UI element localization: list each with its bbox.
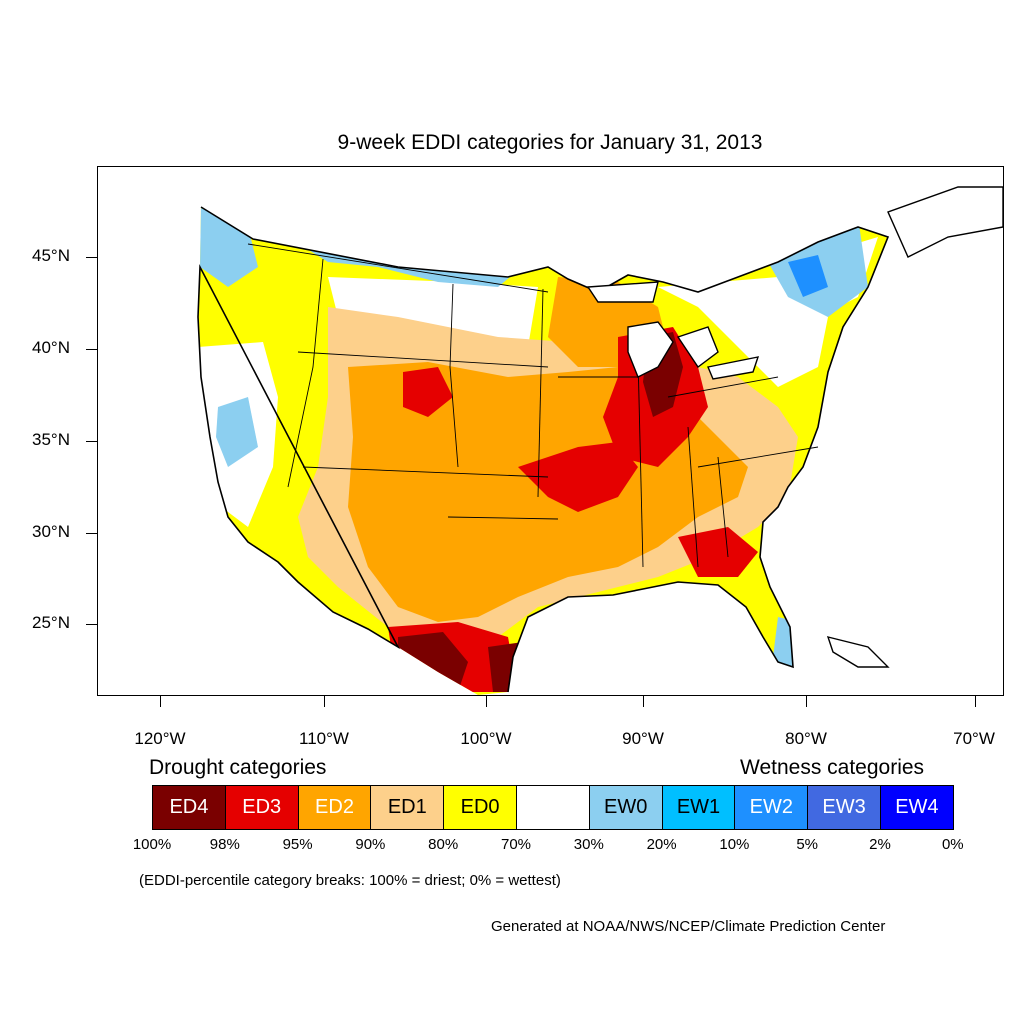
legend-percent-label: 5% — [796, 836, 819, 853]
wetness-categories-heading: Wetness categories — [740, 756, 925, 779]
y-axis-label: 40°N — [32, 338, 70, 357]
x-tick — [643, 696, 644, 707]
lake-michigan — [627, 321, 674, 378]
legend-box-ew2: EW2 — [734, 785, 809, 830]
state-boundaries — [247, 243, 819, 568]
x-tick — [975, 696, 976, 707]
legend-box-ed0: ED0 — [443, 785, 517, 830]
x-axis-label: 70°W — [953, 729, 995, 748]
y-axis-label: 25°N — [32, 613, 70, 632]
x-tick — [806, 696, 807, 707]
legend-box-ed2: ED2 — [297, 785, 372, 830]
legend-percent-label: 98% — [209, 836, 240, 853]
legend-box-normal — [516, 785, 590, 830]
legend-percent-label: 100% — [132, 836, 172, 853]
y-axis-label: 30°N — [32, 522, 70, 541]
lake-superior — [586, 281, 659, 303]
y-tick — [86, 349, 97, 350]
x-axis-label: 120°W — [134, 729, 186, 748]
lake-erie — [707, 356, 760, 380]
legend-percent-label: 10% — [719, 836, 750, 853]
legend-percent-label: 90% — [355, 836, 386, 853]
legend-percent-label: 95% — [282, 836, 313, 853]
map-title: 9-week EDDI categories for January 31, 2… — [337, 131, 763, 154]
x-tick — [160, 696, 161, 707]
y-tick — [86, 624, 97, 625]
legend-percent-label: 20% — [646, 836, 677, 853]
legend-box-ed1: ED1 — [370, 785, 445, 830]
x-axis-label: 100°W — [460, 729, 512, 748]
legend-box-ew1: EW1 — [661, 785, 736, 830]
map-frame — [97, 166, 1004, 696]
y-tick — [86, 533, 97, 534]
x-axis-label: 90°W — [622, 729, 664, 748]
category-breaks-note: (EDDI-percentile category breaks: 100% =… — [139, 872, 561, 889]
x-tick — [324, 696, 325, 707]
y-axis-label: 35°N — [32, 430, 70, 449]
drought-categories-heading: Drought categories — [149, 756, 327, 779]
legend-percent-label: 70% — [500, 836, 532, 853]
legend-box-ew3: EW3 — [807, 785, 881, 830]
y-tick — [86, 257, 97, 258]
legend-box-ew0: EW0 — [588, 785, 663, 830]
legend-percent-label: 2% — [869, 836, 891, 853]
lake-huron — [676, 326, 719, 369]
credit-line: Generated at NOAA/NWS/NCEP/Climate Predi… — [491, 918, 886, 935]
x-axis-label: 80°W — [785, 729, 827, 748]
legend-box-ew4: EW4 — [880, 785, 954, 830]
legend-percent-label: 80% — [428, 836, 459, 853]
legend-box-ed3: ED3 — [224, 785, 299, 830]
x-axis-label: 110°W — [299, 729, 349, 748]
canadian-maritimes — [887, 186, 1003, 258]
legend-percent-label: 0% — [941, 836, 964, 853]
legend-percent-label: 30% — [573, 836, 604, 853]
x-tick — [486, 696, 487, 707]
y-axis-label: 45°N — [32, 246, 70, 265]
eddi-map — [197, 186, 1003, 695]
y-tick — [86, 441, 97, 442]
caribbean-islands — [826, 636, 890, 668]
eddi-field — [198, 207, 888, 695]
legend-box-ed4: ED4 — [152, 785, 226, 830]
